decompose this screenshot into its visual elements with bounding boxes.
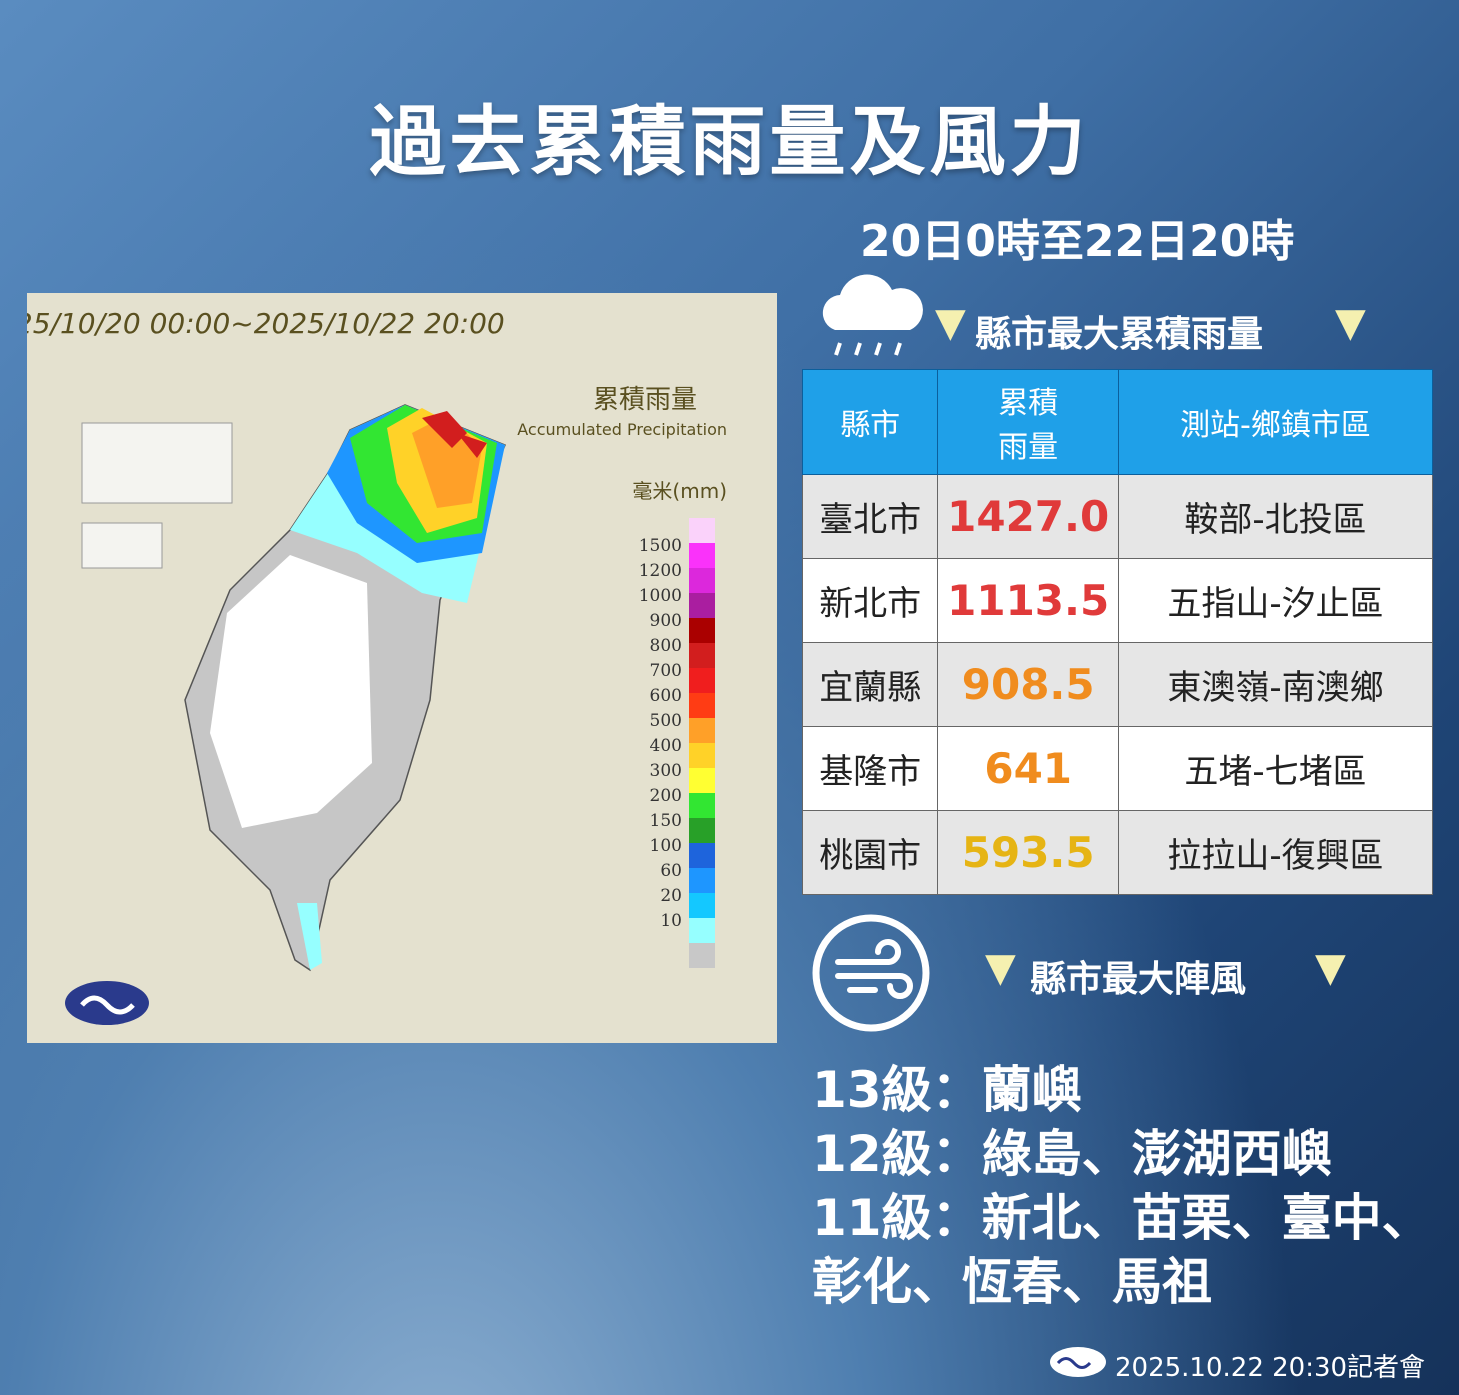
table-row: 臺北市 1427.0 鞍部-北投區	[801, 474, 1434, 559]
legend-label: 300	[650, 761, 682, 781]
legend-label: 20	[660, 886, 682, 906]
legend-swatch	[689, 843, 715, 868]
table-cell: 基隆市	[801, 726, 939, 811]
legend-label: 600	[650, 686, 682, 706]
rain-value: 1113.5	[937, 558, 1119, 643]
footer: 2025.10.22 20:30記者會	[1115, 1353, 1426, 1383]
rain-icon	[822, 274, 923, 356]
legend-swatch	[689, 518, 715, 543]
legend-label: 900	[650, 611, 682, 631]
quote-mark: ▼	[935, 300, 966, 346]
rain-value: 908.5	[937, 642, 1119, 727]
legend-swatch	[689, 893, 715, 918]
wind-item: 12級：綠島、澎湖西嶼	[812, 1125, 1332, 1183]
table-cell: 新北市	[801, 558, 939, 643]
legend-swatch	[689, 568, 715, 593]
map-period: 2025/10/20 00:00~2025/10/22 20:00	[27, 307, 505, 340]
legend-label: 60	[660, 861, 682, 881]
rain-map: 2025/10/20 00:00~2025/10/22 20:00 累積雨量 A…	[27, 293, 777, 1043]
legend-swatch	[689, 593, 715, 618]
legend-label: 10	[660, 911, 682, 931]
legend-label: 400	[650, 736, 682, 756]
legend-unit: 毫米(mm)	[632, 479, 727, 503]
legend-label: 1000	[639, 586, 682, 606]
table-row: 宜蘭縣 908.5 東澳嶺-南澳鄉	[801, 642, 1434, 727]
table-cell: 宜蘭縣	[801, 642, 939, 727]
title: 過去累積雨量及風力	[369, 97, 1090, 186]
logo	[1050, 1347, 1106, 1377]
legend-label: 800	[650, 636, 682, 656]
legend-label: 1500	[639, 536, 682, 556]
wind-icon	[812, 914, 930, 1032]
quote-mark: ▼	[1315, 945, 1346, 991]
table-row: 基隆市 641 五堵-七堵區	[801, 726, 1434, 811]
legend-swatch	[689, 943, 715, 968]
column-header: 測站-鄉鎮市區	[1117, 369, 1434, 475]
column-header: 累積 雨量	[937, 369, 1119, 475]
table-cell: 東澳嶺-南澳鄉	[1117, 642, 1434, 727]
legend-swatch	[689, 743, 715, 768]
legend-swatch	[689, 793, 715, 818]
column-header: 縣市	[801, 369, 939, 475]
legend-title-en: Accumulated Precipitation	[517, 420, 727, 439]
legend-swatch	[689, 818, 715, 843]
table-row: 桃園市 593.5 拉拉山-復興區	[801, 810, 1434, 895]
rain-value: 641	[937, 726, 1119, 811]
table-cell: 桃園市	[801, 810, 939, 895]
legend-title: 累積雨量	[593, 385, 697, 415]
quote-mark: ▼	[1335, 300, 1366, 346]
table-cell: 臺北市	[801, 474, 939, 559]
legend-swatch	[689, 543, 715, 568]
table-row: 新北市 1113.5 五指山-汐止區	[801, 558, 1434, 643]
quote-mark: ▼	[985, 945, 1016, 991]
legend-swatch	[689, 768, 715, 793]
legend-swatch	[689, 643, 715, 668]
table-cell: 五指山-汐止區	[1117, 558, 1434, 643]
legend-label: 150	[650, 811, 682, 831]
wind-list: 13級：蘭嶼 12級：綠島、澎湖西嶼 11級：新北、苗栗、臺中、彰化、恆春、馬祖	[812, 1058, 1452, 1314]
legend-swatch	[689, 668, 715, 693]
rain-table: 縣市 累積 雨量 測站-鄉鎮市區 臺北市 1427.0 鞍部-北投區 新北市 1113.5 五…	[801, 369, 1434, 895]
wind-heading: 縣市最大陣風	[1030, 959, 1247, 1000]
legend-label: 500	[650, 711, 682, 731]
legend-swatch	[689, 693, 715, 718]
legend-label: 100	[650, 836, 682, 856]
legend-swatch	[689, 718, 715, 743]
legend-label: 1200	[639, 561, 682, 581]
rain-value: 1427.0	[937, 474, 1119, 559]
legend-label: 700	[650, 661, 682, 681]
legend-swatch	[689, 918, 715, 943]
table-cell: 拉拉山-復興區	[1117, 810, 1434, 895]
rain-heading: 縣市最大累積雨量	[975, 314, 1264, 355]
table-cell: 五堵-七堵區	[1117, 726, 1434, 811]
rain-value: 593.5	[937, 810, 1119, 895]
wind-item: 11級：新北、苗栗、臺中、彰化、恆春、馬祖	[812, 1189, 1432, 1311]
legend-swatch	[689, 868, 715, 893]
legend-swatch	[689, 618, 715, 643]
legend-label: 200	[650, 786, 682, 806]
table-cell: 鞍部-北投區	[1117, 474, 1434, 559]
wind-item: 13級：蘭嶼	[812, 1061, 1082, 1119]
subtitle: 20日0時至22日20時	[860, 216, 1295, 267]
